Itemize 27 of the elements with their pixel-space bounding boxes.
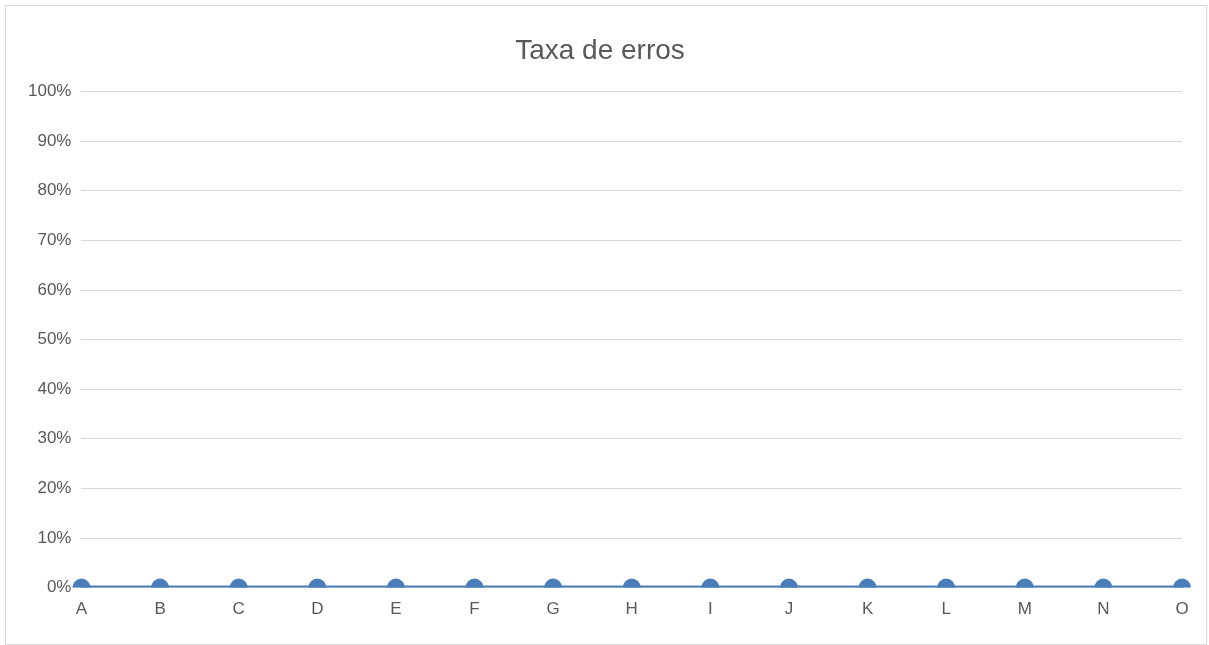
y-tick-label: 20% — [37, 478, 72, 498]
x-tick-label: L — [941, 599, 951, 619]
x-tick-label: O — [1175, 599, 1189, 619]
x-tick-label: B — [154, 599, 166, 619]
x-tick-label: K — [861, 599, 874, 619]
x-tick-label: D — [311, 599, 324, 619]
x-tick-label: A — [75, 599, 88, 619]
x-tick-label: E — [390, 599, 402, 619]
y-tick-label: 80% — [37, 180, 72, 200]
y-tick-label: 0% — [46, 577, 72, 597]
x-tick-label: J — [784, 599, 794, 619]
y-tick-label: 90% — [37, 130, 72, 150]
y-tick-label: 30% — [37, 428, 72, 448]
x-tick-label: F — [469, 599, 480, 619]
y-tick-label: 70% — [37, 230, 72, 250]
y-tick-label: 10% — [37, 527, 72, 547]
y-tick-label: 40% — [37, 378, 72, 398]
y-tick-label: 100% — [28, 81, 72, 101]
x-tick-label: I — [707, 599, 713, 619]
x-tick-label: H — [625, 599, 638, 619]
x-tick-label: N — [1097, 599, 1110, 619]
x-tick-label: C — [232, 599, 245, 619]
y-tick-label: 50% — [37, 329, 72, 349]
x-tick-label: G — [546, 599, 560, 619]
chart-title: Taxa de erros — [515, 33, 685, 65]
y-tick-label: 60% — [37, 279, 72, 299]
x-tick-label: M — [1017, 599, 1032, 619]
